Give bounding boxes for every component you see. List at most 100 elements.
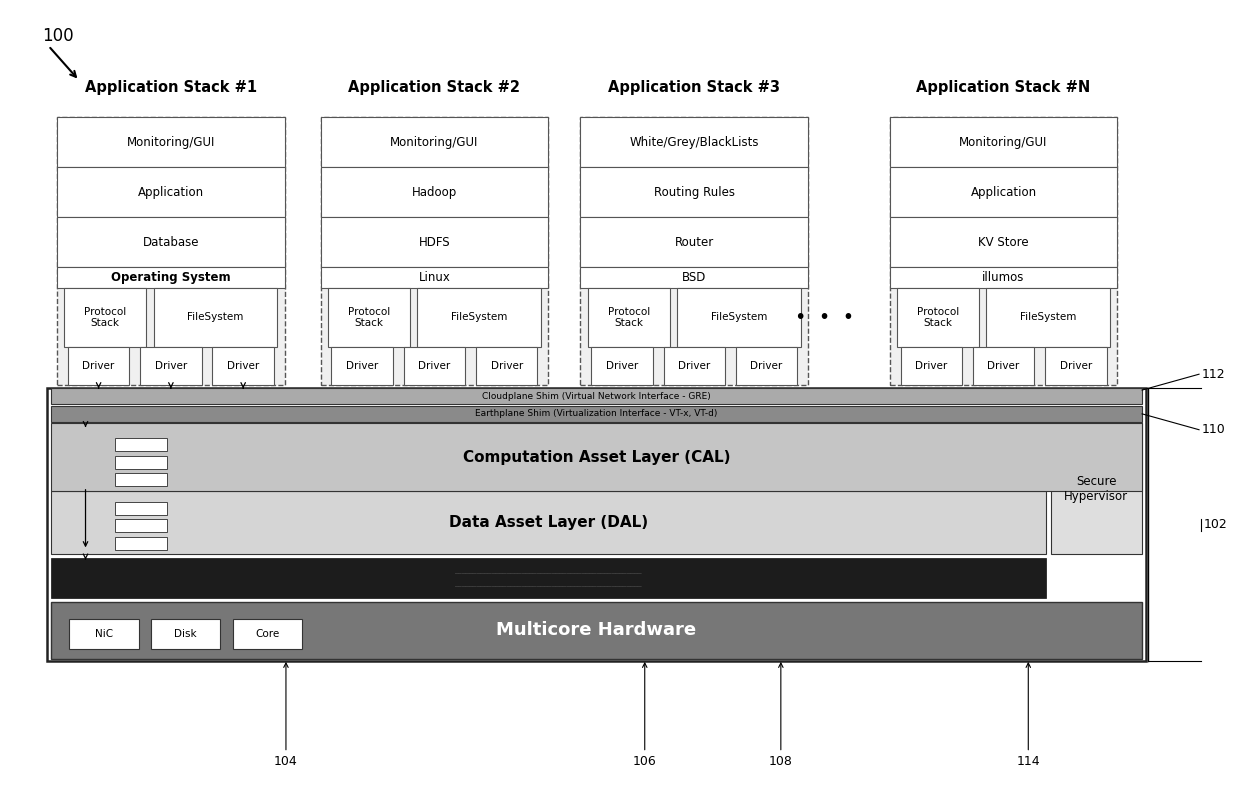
Bar [115,519,167,532]
Text: Multicore Hardware: Multicore Hardware [496,622,697,639]
Bar [890,117,1117,385]
Text: Data Asset Layer (DAL): Data Asset Layer (DAL) [449,515,647,530]
Bar [404,347,465,385]
Text: Core: Core [255,629,279,638]
Bar [897,287,978,347]
Text: Driver: Driver [418,361,450,371]
Text: Linux: Linux [418,271,450,284]
Bar [115,456,167,469]
Bar [51,406,1142,422]
Text: Application: Application [971,185,1037,199]
Text: 114: 114 [1017,755,1040,768]
Text: 102: 102 [1204,518,1228,532]
Bar [580,217,808,267]
Text: Driver: Driver [1060,361,1092,371]
Bar [57,217,285,267]
Bar [115,502,167,514]
Bar [417,287,541,347]
Bar [321,217,548,267]
Bar [890,117,1117,167]
Bar [476,347,537,385]
Text: Router: Router [675,236,714,248]
Bar [588,287,670,347]
Text: Computation Asset Layer (CAL): Computation Asset Layer (CAL) [463,450,730,465]
Bar [890,217,1117,267]
Text: 110: 110 [1202,423,1225,436]
Bar [115,474,167,486]
Bar [973,347,1034,385]
Text: Database: Database [143,236,200,248]
Bar [580,117,808,167]
Text: KV Store: KV Store [978,236,1029,248]
Text: 108: 108 [769,755,792,768]
Bar [57,167,285,217]
Bar [900,347,962,385]
Bar [57,267,285,287]
Bar [212,347,274,385]
Bar [69,618,139,649]
Text: Driver: Driver [346,361,378,371]
Bar [51,558,1045,598]
Text: Protocol
Stack: Protocol Stack [916,306,959,328]
Text: Hadoop: Hadoop [412,185,458,199]
Text: FileSystem: FileSystem [711,313,768,322]
Bar [51,602,1142,659]
Text: Driver: Driver [83,361,115,371]
Text: Cloudplane Shim (Virtual Network Interface - GRE): Cloudplane Shim (Virtual Network Interfa… [482,392,711,401]
Text: FileSystem: FileSystem [1021,313,1076,322]
Text: Driver: Driver [678,361,711,371]
Bar [321,267,548,287]
Bar [321,117,548,385]
Text: Monitoring/GUI: Monitoring/GUI [960,135,1048,149]
Text: Driver: Driver [606,361,639,371]
Bar [51,388,1142,404]
Text: Operating System: Operating System [112,271,231,284]
Bar [663,347,725,385]
Bar [51,491,1045,554]
Bar [890,267,1117,287]
Text: White/Grey/BlackLists: White/Grey/BlackLists [630,135,759,149]
Text: Protocol
Stack: Protocol Stack [84,306,126,328]
Bar [986,287,1110,347]
Bar [331,347,393,385]
Text: Driver: Driver [750,361,782,371]
Text: illumos: illumos [982,271,1024,284]
Text: Driver: Driver [155,361,187,371]
Text: BSD: BSD [682,271,707,284]
Text: Application Stack #N: Application Stack #N [916,80,1091,95]
Text: NiC: NiC [95,629,113,638]
Text: Driver: Driver [987,361,1019,371]
Text: HDFS: HDFS [419,236,450,248]
Text: 100: 100 [42,27,74,45]
Bar [57,117,285,385]
Text: Application: Application [138,185,203,199]
Bar [677,287,801,347]
Text: Application Stack #3: Application Stack #3 [609,80,780,95]
Bar [64,287,146,347]
Text: 104: 104 [274,755,298,768]
Text: •  •  •: • • • [795,308,853,327]
Text: Monitoring/GUI: Monitoring/GUI [126,135,215,149]
Text: FileSystem: FileSystem [451,313,507,322]
Text: Disk: Disk [175,629,197,638]
Text: Protocol
Stack: Protocol Stack [608,306,650,328]
Bar [51,423,1142,491]
Bar [321,167,548,217]
Bar [154,287,278,347]
Text: ──────────────────────────────────────────────────: ────────────────────────────────────────… [455,572,642,576]
Bar [591,347,652,385]
Bar [115,439,167,451]
Bar [140,347,202,385]
Text: Application Stack #2: Application Stack #2 [348,80,521,95]
Bar [68,347,129,385]
Bar [890,167,1117,217]
Bar [321,117,548,167]
Text: Routing Rules: Routing Rules [653,185,735,199]
Text: Application Stack #1: Application Stack #1 [84,80,257,95]
Text: FileSystem: FileSystem [187,313,244,322]
Bar [47,388,1146,661]
Text: 112: 112 [1202,368,1225,380]
Bar [580,267,808,287]
Bar [1050,423,1142,554]
Bar [1045,347,1106,385]
